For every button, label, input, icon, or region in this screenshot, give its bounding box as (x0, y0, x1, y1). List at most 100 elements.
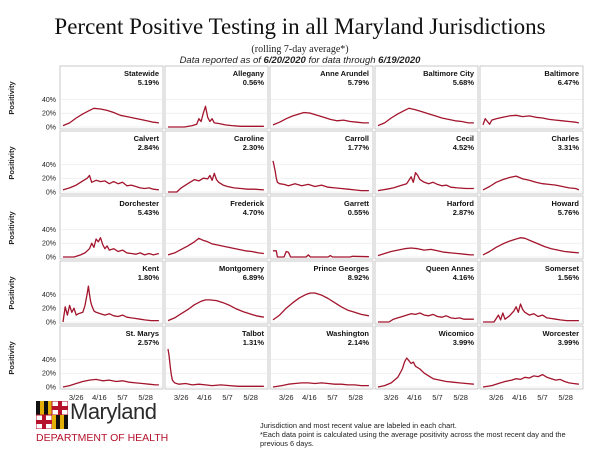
y-tick-label: 40% (42, 357, 56, 364)
panel-name: Worcester (542, 329, 579, 338)
panel-frame (479, 260, 584, 325)
series-line (482, 373, 579, 388)
panel-name: Wicomico (439, 329, 475, 338)
panel-value: 0.55% (348, 208, 370, 217)
y-axis-label: Positivity (7, 145, 16, 179)
panel-frame (269, 130, 374, 195)
series-line (378, 312, 474, 323)
panel-value: 6.89% (243, 273, 265, 282)
panel-name: Calvert (134, 134, 160, 143)
panel-value: 5.68% (453, 78, 475, 87)
through-prefix: for data through (308, 55, 376, 66)
panel-name: Anne Arundel (320, 69, 369, 78)
logo-department: DEPARTMENT OF HEALTH (36, 432, 169, 444)
panel-name: Harford (447, 199, 475, 208)
x-tick-label: 4/16 (407, 393, 422, 402)
panel-name: Somerset (545, 264, 580, 273)
panel-value: 6.47% (558, 78, 580, 87)
x-tick-label: 4/16 (92, 393, 107, 402)
panel-value: 5.43% (138, 208, 160, 217)
panel-frame (59, 195, 164, 260)
maryland-doh-logo: Maryland DEPARTMENT OF HEALTH (36, 399, 176, 451)
panel-frame (59, 130, 164, 195)
maryland-flag-icon (36, 401, 68, 429)
panel-frame (479, 325, 584, 390)
panel-value: 4.52% (453, 143, 475, 152)
panel-value: 2.30% (243, 143, 265, 152)
panel-name: Montgomery (219, 264, 265, 273)
panel-value: 2.14% (348, 338, 370, 347)
reported-prefix: Data reported as of (179, 55, 261, 66)
panel-frame (269, 65, 374, 130)
x-tick-label: 5/7 (327, 393, 337, 402)
x-tick-label: 4/16 (512, 393, 527, 402)
series-line (377, 107, 474, 127)
y-tick-label: 40% (42, 97, 56, 104)
x-tick-label: 5/28 (558, 393, 573, 402)
series-line (272, 292, 370, 321)
y-tick-label: 0% (46, 255, 56, 262)
panel-name: Howard (551, 199, 579, 208)
panel-frame (164, 65, 269, 130)
series-line (62, 107, 159, 127)
x-tick-label: 5/28 (243, 393, 258, 402)
page-title: Percent Positive Testing in all Maryland… (54, 14, 546, 39)
panel-value: 3.99% (558, 338, 580, 347)
panel-value: 3.31% (558, 143, 580, 152)
y-axis-label: Positivity (7, 80, 16, 114)
panel-name: Caroline (234, 134, 264, 143)
series-line (377, 357, 474, 388)
panel-name: Baltimore (544, 69, 579, 78)
panel-value: 1.80% (138, 273, 160, 282)
panel-frame (269, 325, 374, 390)
y-tick-label: 20% (42, 176, 56, 183)
panel-frame (59, 260, 164, 325)
panel-value: 5.19% (138, 78, 160, 87)
panel-frame (374, 195, 479, 260)
panel-value: 2.57% (138, 338, 160, 347)
panel-frame (59, 325, 164, 390)
series-line (377, 247, 474, 257)
series-line (167, 237, 264, 256)
y-tick-label: 40% (42, 292, 56, 299)
panel-name: Kent (142, 264, 159, 273)
panel-value: 1.31% (243, 338, 265, 347)
panel-frame (164, 325, 269, 390)
series-line (168, 172, 264, 193)
panel-frame (269, 195, 374, 260)
panel-value: 3.99% (453, 338, 475, 347)
panel-value: 2.84% (138, 143, 160, 152)
page-subtitle: (rolling 7-day average*) (251, 44, 349, 55)
panel-frame (479, 130, 584, 195)
x-tick-label: 5/28 (453, 393, 468, 402)
panel-frame (164, 130, 269, 195)
x-tick-label: 5/7 (432, 393, 442, 402)
series-line (272, 111, 369, 126)
panel-frame (479, 195, 584, 260)
x-tick-label: 5/28 (348, 393, 363, 402)
panel-frame (269, 260, 374, 325)
y-tick-label: 20% (42, 241, 56, 248)
panel-value: 1.77% (348, 143, 370, 152)
y-axis-label: Positivity (7, 210, 16, 244)
panel-frame (374, 65, 479, 130)
panel-name: Talbot (242, 329, 264, 338)
panel-name: Allegany (233, 69, 265, 78)
panel-value: 8.92% (348, 273, 370, 282)
y-axis-label: Positivity (7, 340, 16, 374)
y-axis-label: Positivity (7, 275, 16, 309)
